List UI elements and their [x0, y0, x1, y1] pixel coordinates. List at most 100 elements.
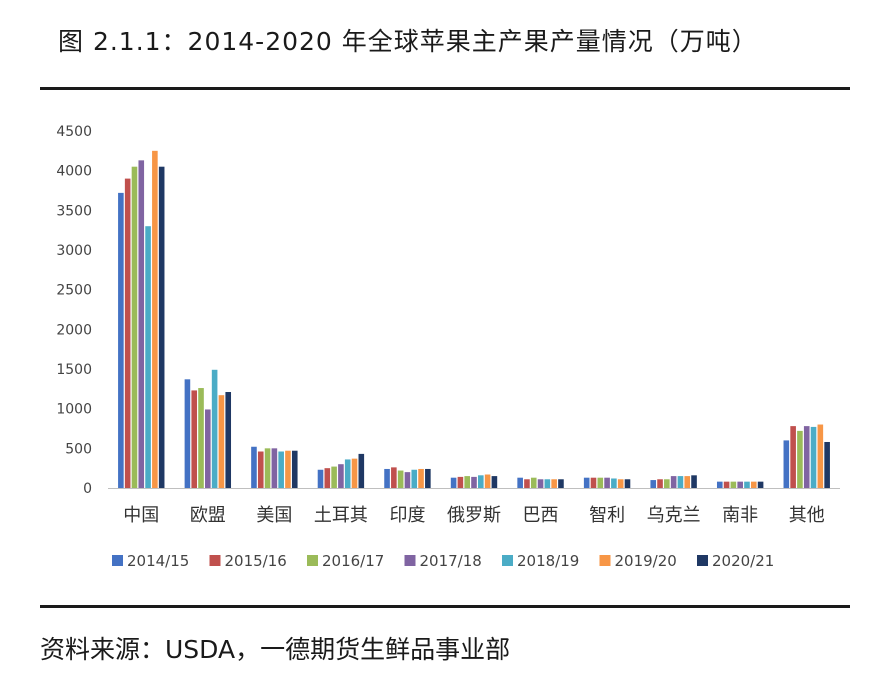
- y-tick-label: 1500: [56, 362, 92, 378]
- bar: [138, 160, 145, 488]
- bar: [810, 426, 817, 488]
- y-tick-label: 500: [65, 441, 92, 457]
- legend-swatch: [112, 555, 123, 566]
- x-axis: 中国 欧盟 美国 土耳其 印度 俄罗斯 巴西 智利 乌克兰 南非 其他: [108, 488, 840, 526]
- bar: [544, 479, 551, 488]
- x-category-label: 土耳其: [314, 505, 368, 526]
- bar: [803, 426, 810, 488]
- bar: [285, 450, 291, 488]
- y-tick-label: 4000: [56, 164, 92, 180]
- bar: [251, 446, 257, 488]
- bar: [450, 477, 457, 488]
- y-tick-label: 1000: [56, 402, 92, 418]
- bar: [617, 479, 624, 488]
- bar-series: [118, 150, 830, 488]
- y-axis: 0 500 1000 1500 2000 2500 3000 3500 4000 4500: [56, 124, 92, 497]
- bar: [817, 424, 824, 488]
- bar: [691, 475, 697, 488]
- bar: [750, 481, 757, 488]
- bar: [397, 470, 404, 488]
- legend-swatch: [209, 555, 221, 566]
- bottom-rule: [40, 605, 850, 608]
- bar: [344, 459, 351, 488]
- bar: [391, 467, 397, 488]
- bar: [225, 392, 232, 488]
- bar: [338, 464, 344, 488]
- bar: [744, 481, 750, 488]
- bar: [384, 468, 390, 488]
- source-note: 资料来源：USDA，一德期货生鲜品事业部: [40, 635, 511, 664]
- y-tick-label: 3500: [56, 203, 92, 219]
- bar: [152, 150, 158, 488]
- bar: [124, 178, 131, 488]
- bar: [324, 468, 331, 488]
- legend-swatch: [697, 555, 708, 566]
- bar: [716, 481, 723, 488]
- bar: [524, 479, 530, 488]
- legend-label: 2016/17: [322, 552, 384, 570]
- bar: [824, 441, 830, 488]
- bar: [425, 468, 431, 488]
- x-category-label: 欧盟: [190, 505, 226, 526]
- x-category-label: 巴西: [523, 505, 559, 526]
- bar: [191, 390, 198, 488]
- y-tick-label: 3000: [56, 243, 92, 259]
- x-category-label: 南非: [722, 505, 758, 526]
- bar: [257, 451, 264, 488]
- bar: [537, 479, 544, 488]
- bar: [590, 477, 597, 488]
- bar: [271, 448, 278, 488]
- bar: [624, 479, 631, 488]
- bar: [145, 226, 151, 488]
- bar: [278, 451, 284, 488]
- x-category-label: 乌克兰: [647, 505, 701, 526]
- bar: [664, 479, 670, 488]
- bar: [723, 481, 730, 488]
- x-category-label: 智利: [589, 505, 625, 526]
- bar: [457, 476, 464, 488]
- bar: [358, 453, 365, 488]
- legend-swatch: [404, 555, 416, 566]
- bar: [491, 476, 498, 488]
- y-tick-label: 2500: [56, 283, 92, 299]
- bar: [783, 440, 790, 488]
- bar: [730, 481, 737, 488]
- legend-label: 2017/18: [420, 552, 482, 570]
- bar: [184, 379, 191, 488]
- bar: [604, 477, 610, 488]
- bar: [657, 479, 663, 488]
- bar: [583, 477, 590, 488]
- bar: [677, 476, 684, 488]
- bar-chart: 0 500 1000 1500 2000 2500 3000 3500 4000 4500 中国 欧…: [56, 124, 840, 570]
- bar: [205, 409, 211, 488]
- chart-title: 图 2.1.1：2014-2020 年全球苹果主产果产量情况（万吨）: [58, 27, 758, 56]
- bar: [484, 474, 491, 488]
- bar: [478, 475, 484, 488]
- bar: [551, 479, 557, 488]
- bar: [198, 388, 204, 488]
- bar: [790, 426, 796, 488]
- legend: 2014/15 2015/16 2016/17 2017/18 2018/19 2019/…: [112, 552, 774, 570]
- bar: [670, 476, 677, 488]
- bar: [464, 476, 470, 488]
- legend-label: 2014/15: [127, 552, 189, 570]
- bar: [517, 477, 523, 488]
- x-category-label: 中国: [123, 505, 159, 526]
- bar: [264, 448, 271, 488]
- x-category-label: 其他: [789, 505, 825, 526]
- bar: [131, 166, 138, 488]
- bar: [530, 477, 537, 488]
- y-tick-label: 0: [83, 481, 92, 497]
- bar: [597, 477, 604, 488]
- x-category-label: 俄罗斯: [447, 505, 501, 526]
- bar: [411, 469, 418, 488]
- bar: [611, 478, 617, 488]
- bar: [211, 369, 218, 488]
- legend-label: 2018/19: [517, 552, 579, 570]
- bar: [737, 481, 743, 488]
- bar: [218, 395, 225, 488]
- bar: [158, 166, 165, 488]
- legend-swatch: [502, 555, 513, 566]
- legend-swatch: [307, 555, 318, 566]
- bar: [650, 480, 657, 488]
